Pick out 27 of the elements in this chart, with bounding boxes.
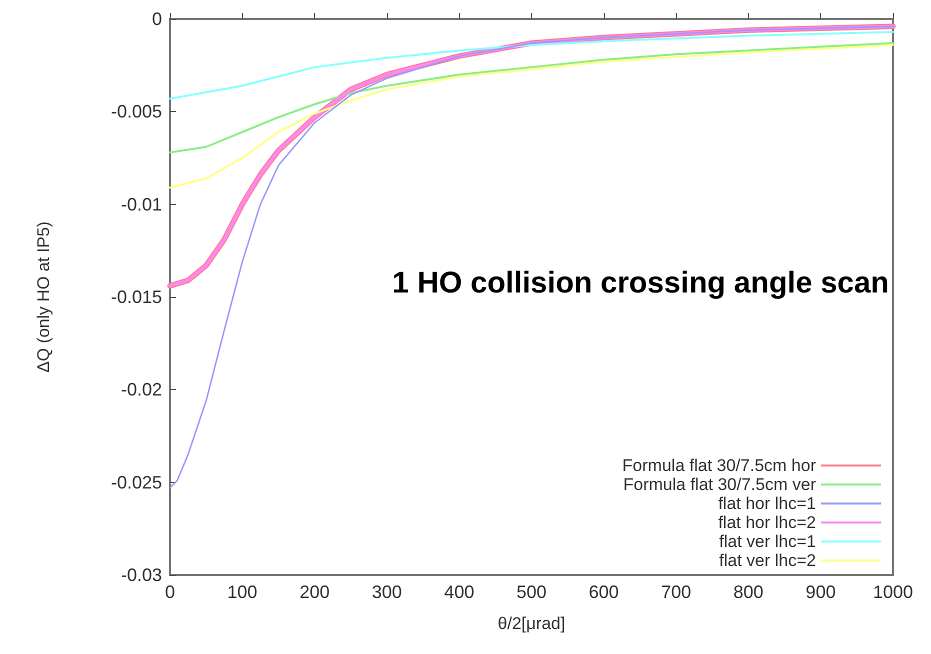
y-tick-label: 0 xyxy=(152,9,162,29)
x-tick-label: 1000 xyxy=(872,582,914,602)
x-tick-label: 100 xyxy=(227,582,258,602)
x-tick-label: 500 xyxy=(516,582,547,602)
y-tick-label: -0.01 xyxy=(120,194,162,214)
y-tick-label: -0.03 xyxy=(120,565,162,585)
legend-label: flat hor lhc=2 xyxy=(718,513,816,532)
y-tick-label: -0.02 xyxy=(120,380,162,400)
annotation: 1 HO collision crossing angle scan xyxy=(392,266,890,300)
x-tick-label: 600 xyxy=(588,582,619,602)
x-tick-label: 200 xyxy=(300,582,330,602)
x-tick-label: 800 xyxy=(733,582,764,602)
legend-label: flat ver lhc=1 xyxy=(719,532,816,551)
x-tick-label: 0 xyxy=(164,582,176,602)
legend-label: Formula flat 30/7.5cm hor xyxy=(622,456,816,475)
x-tick-label: 400 xyxy=(444,582,474,602)
legend-label: flat hor lhc=1 xyxy=(718,494,816,513)
y-tick-label: -0.005 xyxy=(110,102,162,122)
y-axis-title: ΔQ (only HO at IP5) xyxy=(34,221,53,373)
x-tick-label: 900 xyxy=(806,582,836,602)
legend-label: Formula flat 30/7.5cm ver xyxy=(623,475,816,494)
x-axis-title: θ/2[μrad] xyxy=(498,614,566,633)
x-tick-label: 300 xyxy=(372,582,402,602)
legend-label: flat ver lhc=2 xyxy=(719,551,816,570)
y-tick-label: -0.025 xyxy=(110,472,162,492)
x-tick-label: 700 xyxy=(661,582,692,602)
y-tick-label: -0.015 xyxy=(110,287,162,307)
